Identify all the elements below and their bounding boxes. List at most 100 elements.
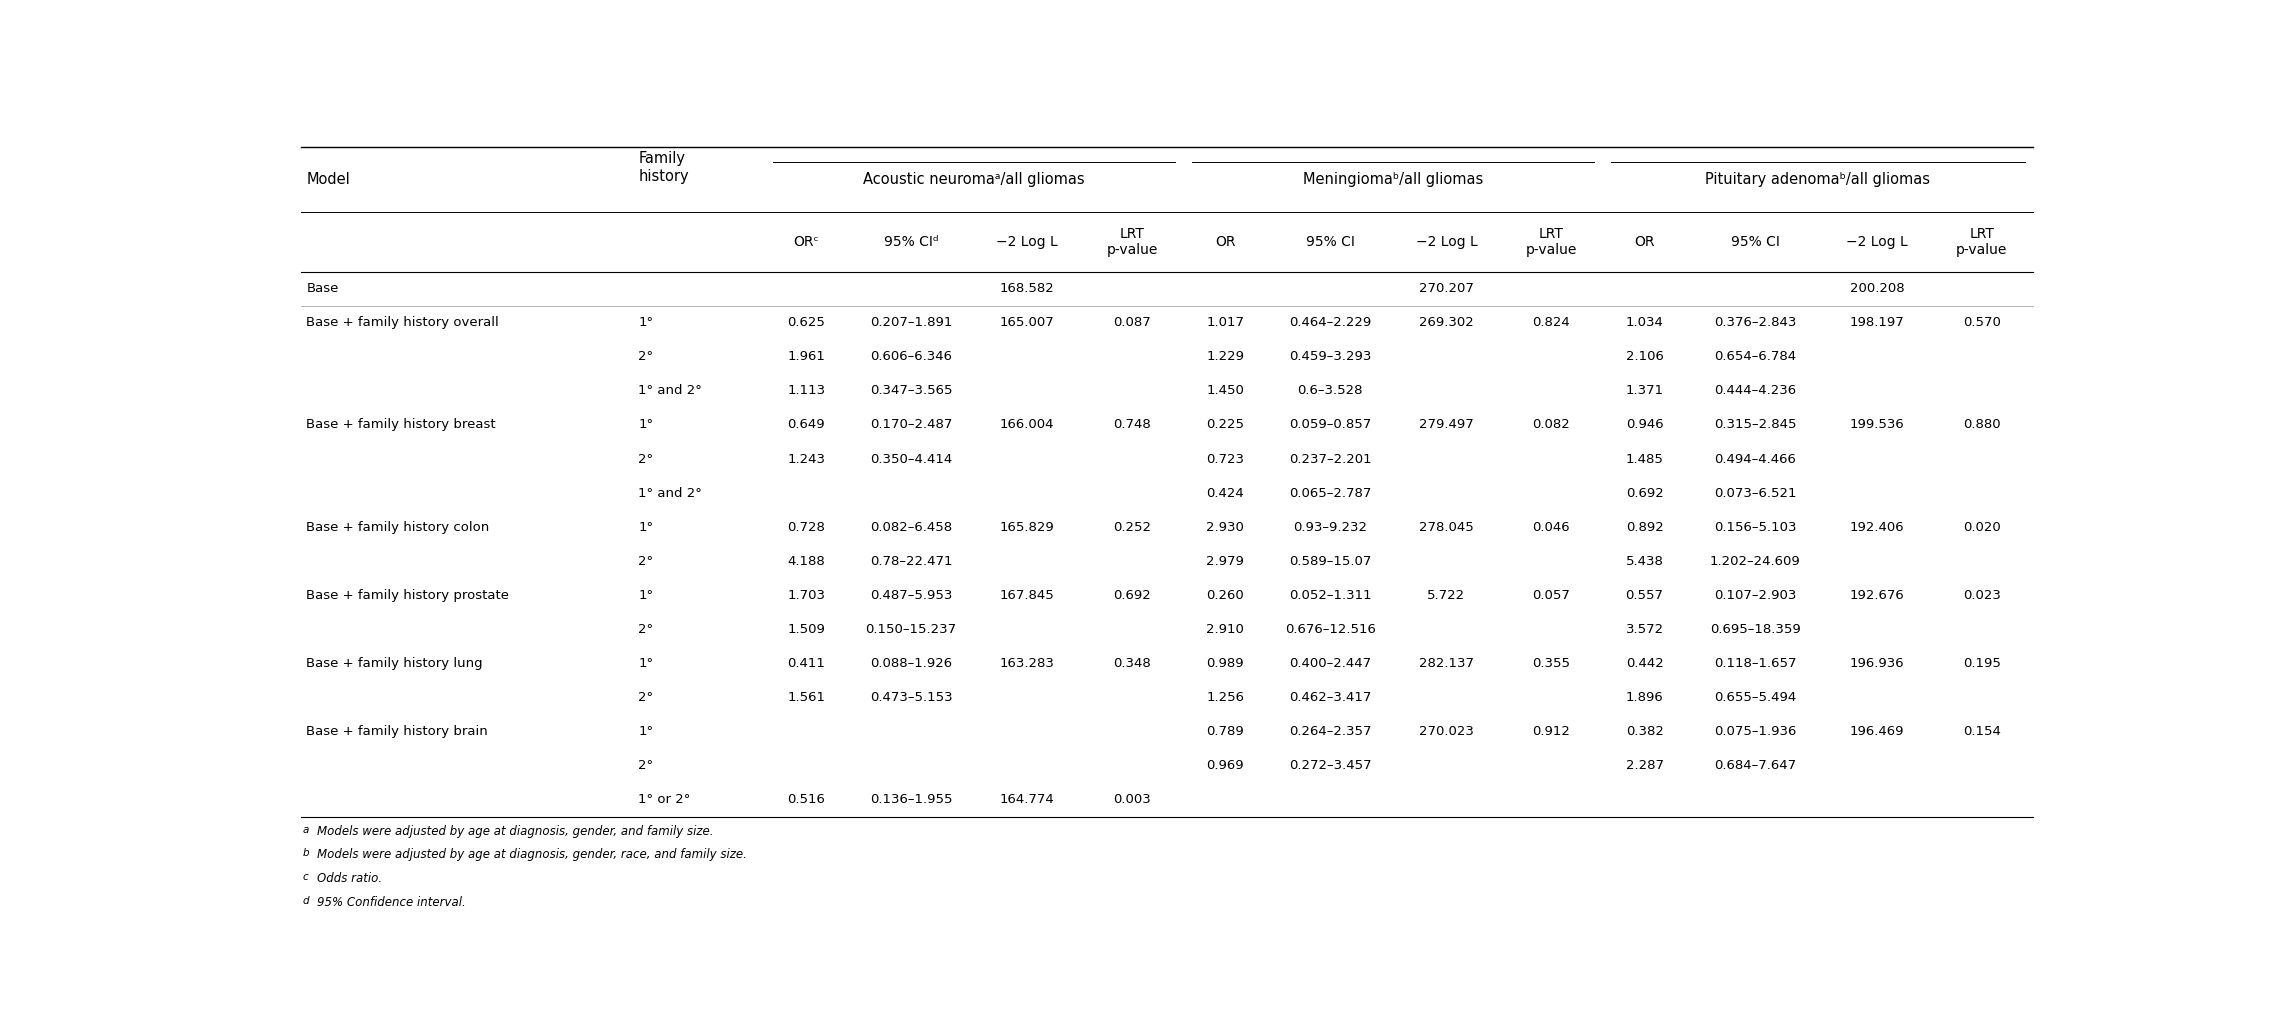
Text: 95% Confidence interval.: 95% Confidence interval.	[318, 896, 465, 909]
Text: 2°: 2°	[638, 350, 653, 363]
Text: 1.485: 1.485	[1625, 453, 1663, 465]
Text: 0.107–2.903: 0.107–2.903	[1713, 589, 1797, 602]
Text: 0.347–3.565: 0.347–3.565	[869, 385, 953, 397]
Text: 1.017: 1.017	[1207, 316, 1243, 329]
Text: 1.243: 1.243	[787, 453, 826, 465]
Text: 0.989: 0.989	[1207, 657, 1243, 670]
Text: 1.202–24.609: 1.202–24.609	[1711, 555, 1802, 568]
Text: Meningiomaᵇ/all gliomas: Meningiomaᵇ/all gliomas	[1302, 172, 1484, 187]
Text: 0.93–9.232: 0.93–9.232	[1293, 521, 1368, 534]
Text: 5.438: 5.438	[1625, 555, 1663, 568]
Text: 1.896: 1.896	[1625, 691, 1663, 704]
Text: 1.034: 1.034	[1625, 316, 1663, 329]
Text: 1°: 1°	[638, 521, 653, 534]
Text: 0.057: 0.057	[1532, 589, 1570, 602]
Text: 1.113: 1.113	[787, 385, 826, 397]
Text: 0.692: 0.692	[1114, 589, 1150, 602]
Text: 0.136–1.955: 0.136–1.955	[869, 793, 953, 807]
Text: 278.045: 278.045	[1418, 521, 1475, 534]
Text: OR: OR	[1634, 235, 1654, 249]
Text: Acoustic neuromaᵃ/all gliomas: Acoustic neuromaᵃ/all gliomas	[862, 172, 1085, 187]
Text: 0.075–1.936: 0.075–1.936	[1713, 725, 1797, 738]
Text: 0.237–2.201: 0.237–2.201	[1289, 453, 1370, 465]
Text: 0.073–6.521: 0.073–6.521	[1713, 487, 1797, 500]
Text: 0.264–2.357: 0.264–2.357	[1289, 725, 1370, 738]
Text: 5.722: 5.722	[1427, 589, 1466, 602]
Text: 0.272–3.457: 0.272–3.457	[1289, 759, 1370, 772]
Text: 0.6–3.528: 0.6–3.528	[1298, 385, 1364, 397]
Text: 0.052–1.311: 0.052–1.311	[1289, 589, 1370, 602]
Text: 0.195: 0.195	[1963, 657, 2001, 670]
Text: OR: OR	[1216, 235, 1237, 249]
Text: 0.046: 0.046	[1532, 521, 1570, 534]
Text: c: c	[304, 873, 309, 882]
Text: 166.004: 166.004	[1001, 419, 1055, 431]
Text: 168.582: 168.582	[1001, 282, 1055, 295]
Text: 0.400–2.447: 0.400–2.447	[1289, 657, 1370, 670]
Text: 1° or 2°: 1° or 2°	[638, 793, 690, 807]
Text: 0.003: 0.003	[1114, 793, 1150, 807]
Text: 0.946: 0.946	[1627, 419, 1663, 431]
Text: 0.170–2.487: 0.170–2.487	[869, 419, 953, 431]
Text: a: a	[304, 824, 309, 835]
Text: 282.137: 282.137	[1418, 657, 1475, 670]
Text: 165.007: 165.007	[1001, 316, 1055, 329]
Text: 0.355: 0.355	[1532, 657, 1570, 670]
Text: 1°: 1°	[638, 725, 653, 738]
Text: 0.350–4.414: 0.350–4.414	[869, 453, 953, 465]
Text: b: b	[304, 849, 309, 858]
Text: 0.087: 0.087	[1114, 316, 1150, 329]
Text: 0.156–5.103: 0.156–5.103	[1713, 521, 1797, 534]
Text: 0.892: 0.892	[1625, 521, 1663, 534]
Text: 0.473–5.153: 0.473–5.153	[869, 691, 953, 704]
Text: 0.444–4.236: 0.444–4.236	[1713, 385, 1797, 397]
Text: 0.516: 0.516	[787, 793, 826, 807]
Text: 0.748: 0.748	[1114, 419, 1150, 431]
Text: 167.845: 167.845	[1001, 589, 1055, 602]
Text: 199.536: 199.536	[1849, 419, 1904, 431]
Text: 0.912: 0.912	[1532, 725, 1570, 738]
Text: 0.969: 0.969	[1207, 759, 1243, 772]
Text: d: d	[304, 896, 309, 906]
Text: 196.469: 196.469	[1849, 725, 1904, 738]
Text: 192.406: 192.406	[1849, 521, 1904, 534]
Text: 0.442: 0.442	[1625, 657, 1663, 670]
Text: 0.789: 0.789	[1207, 725, 1243, 738]
Text: LRT
p-value: LRT p-value	[1107, 226, 1157, 257]
Text: −2 Log L: −2 Log L	[1847, 235, 1908, 249]
Text: 1.509: 1.509	[787, 623, 826, 636]
Text: 2.106: 2.106	[1625, 350, 1663, 363]
Text: 0.020: 0.020	[1963, 521, 2001, 534]
Text: 269.302: 269.302	[1418, 316, 1475, 329]
Text: 200.208: 200.208	[1849, 282, 1904, 295]
Text: 0.78–22.471: 0.78–22.471	[869, 555, 953, 568]
Text: 2.979: 2.979	[1207, 555, 1243, 568]
Text: 0.570: 0.570	[1963, 316, 2001, 329]
Text: 2°: 2°	[638, 691, 653, 704]
Text: 1.256: 1.256	[1207, 691, 1243, 704]
Text: 95% CI: 95% CI	[1305, 235, 1355, 249]
Text: 0.606–6.346: 0.606–6.346	[869, 350, 953, 363]
Text: 0.487–5.953: 0.487–5.953	[869, 589, 953, 602]
Text: 0.252: 0.252	[1114, 521, 1150, 534]
Text: 1° and 2°: 1° and 2°	[638, 385, 701, 397]
Text: 0.649: 0.649	[787, 419, 826, 431]
Text: 0.059–0.857: 0.059–0.857	[1289, 419, 1370, 431]
Text: 0.589–15.07: 0.589–15.07	[1289, 555, 1370, 568]
Text: 1.561: 1.561	[787, 691, 826, 704]
Text: 0.494–4.466: 0.494–4.466	[1713, 453, 1797, 465]
Text: 0.655–5.494: 0.655–5.494	[1713, 691, 1797, 704]
Text: 0.424: 0.424	[1207, 487, 1243, 500]
Text: 1.703: 1.703	[787, 589, 826, 602]
Text: 0.654–6.784: 0.654–6.784	[1713, 350, 1797, 363]
Text: 2.287: 2.287	[1625, 759, 1663, 772]
Text: 0.260: 0.260	[1207, 589, 1243, 602]
Text: LRT
p-value: LRT p-value	[1525, 226, 1577, 257]
Text: 2°: 2°	[638, 555, 653, 568]
Text: 2°: 2°	[638, 623, 653, 636]
Text: Models were adjusted by age at diagnosis, gender, race, and family size.: Models were adjusted by age at diagnosis…	[318, 849, 747, 861]
Text: Family
history: Family history	[638, 151, 690, 183]
Text: Base + family history overall: Base + family history overall	[306, 316, 499, 329]
Text: 279.497: 279.497	[1418, 419, 1475, 431]
Text: 4.188: 4.188	[787, 555, 826, 568]
